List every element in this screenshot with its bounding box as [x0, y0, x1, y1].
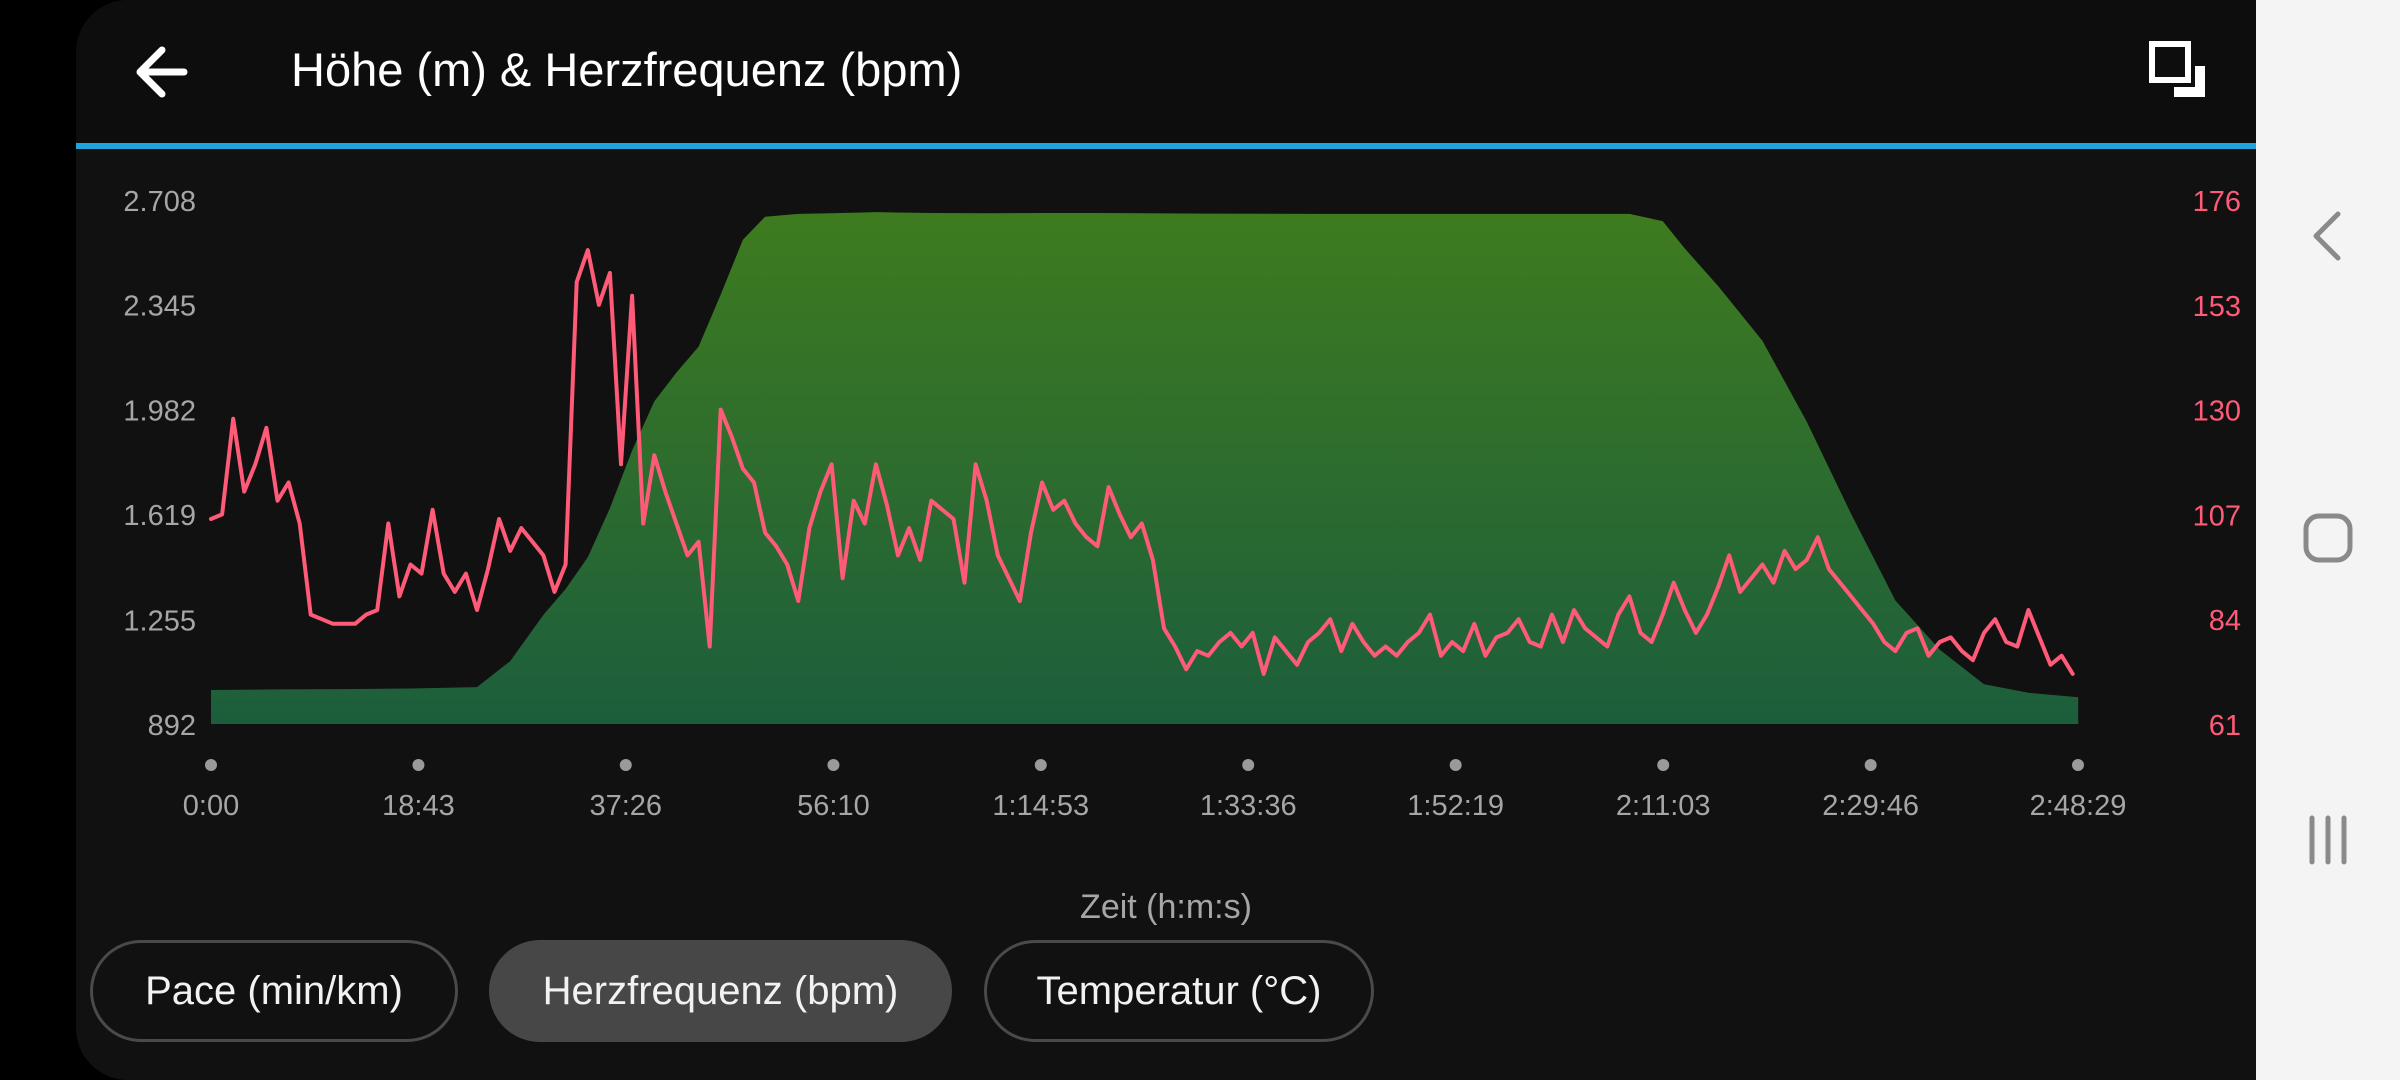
x-axis-tick-dot — [1034, 759, 1047, 771]
header-bar: Höhe (m) & Herzfrequenz (bpm) — [76, 0, 2256, 144]
system-navigation-bar — [2256, 0, 2400, 1080]
right-axis-tick-label: 176 — [2193, 186, 2241, 218]
x-axis-tick-label: 1:33:36 — [1200, 790, 1297, 822]
right-axis-tick-label: 107 — [2193, 500, 2241, 532]
arrow-left-icon[interactable] — [124, 32, 204, 112]
chip-temperature[interactable]: Temperatur (°C) — [984, 940, 1374, 1042]
elevation-area — [211, 212, 2079, 724]
x-axis-tick-dot — [1242, 759, 1255, 771]
x-axis-tick-label: 0:00 — [183, 790, 239, 822]
x-axis-tick-label: 1:14:53 — [992, 790, 1089, 822]
app-screen: Höhe (m) & Herzfrequenz (bpm) 892 1.255 1.… — [76, 0, 2256, 1080]
right-axis-tick-label: 84 — [2209, 605, 2241, 637]
right-axis-tick-label: 61 — [2209, 710, 2241, 742]
x-axis-tick-dot — [412, 759, 425, 771]
left-axis-tick-label: 2.708 — [123, 186, 196, 218]
left-axis-tick-label: 1.982 — [123, 395, 196, 427]
x-axis-tick-label: 2:29:46 — [1822, 790, 1919, 822]
right-axis-tick-label: 153 — [2193, 291, 2241, 323]
x-axis-tick-label: 2:11:03 — [1616, 790, 1711, 822]
left-axis-tick-label: 892 — [148, 710, 196, 742]
left-axis-tick-label: 1.619 — [123, 500, 196, 532]
chip-heart-rate-label: Herzfrequenz (bpm) — [542, 968, 899, 1013]
page-title: Höhe (m) & Herzfrequenz (bpm) — [291, 43, 963, 96]
heart-rate-line — [209, 248, 2075, 676]
chip-temperature-label: Temperatur (°C) — [1036, 968, 1322, 1013]
x-axis-tick-label: 37:26 — [589, 790, 662, 822]
x-axis-tick-label: 1:52:19 — [1407, 790, 1504, 822]
fullscreen-icon[interactable] — [2144, 36, 2220, 112]
home-icon[interactable] — [2288, 498, 2368, 578]
chip-pace[interactable]: Pace (min/km) — [90, 940, 458, 1042]
x-axis-tick-dot — [1657, 759, 1670, 771]
x-axis-tick-dot — [1449, 759, 1462, 771]
left-axis-tick-label: 2.345 — [123, 291, 196, 323]
x-axis-tick-label: 56:10 — [797, 790, 870, 822]
chip-heart-rate[interactable]: Herzfrequenz (bpm) — [489, 940, 952, 1042]
x-axis-tick-dot — [2072, 759, 2084, 771]
x-axis-tick-dot — [205, 759, 217, 771]
left-axis-tick-label: 1.255 — [123, 605, 196, 637]
x-axis-tick-dot — [619, 759, 632, 771]
x-axis-title: Zeit (h:m:s) — [1080, 888, 1252, 926]
x-axis-tick-label: 2:48:29 — [2030, 790, 2127, 822]
right-axis-tick-label: 130 — [2193, 396, 2241, 428]
accent-divider — [76, 143, 2256, 149]
x-axis-tick-label: 18:43 — [382, 790, 455, 822]
recents-icon[interactable] — [2288, 800, 2368, 880]
chevron-left-icon[interactable] — [2288, 196, 2368, 276]
x-axis-tick-dot — [1864, 759, 1877, 771]
elevation-heart-rate-chart: 892 1.255 1.619 1.982 2.345 2.708 61 84 107 130 1… — [123, 186, 2241, 822]
chip-pace-label: Pace (min/km) — [145, 968, 403, 1013]
x-axis-tick-dot — [827, 759, 840, 771]
